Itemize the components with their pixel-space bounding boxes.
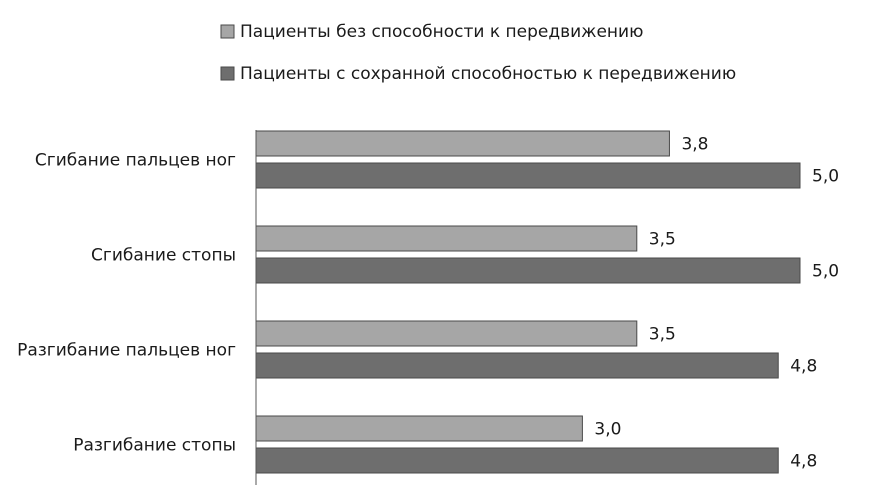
category-label: Разгибание пальцев ног [17,341,236,361]
bar-series-1 [255,130,670,157]
data-label: 3,5 [649,230,676,250]
data-label: 4,8 [790,452,817,472]
legend-item-series-2: Пациенты с сохранной способностью к пере… [220,64,736,84]
legend: Пациенты без способности к передвижению … [220,22,736,84]
bar-series-2 [255,352,779,379]
bar-series-2 [255,162,801,189]
data-label: 5,0 [812,262,839,282]
category-label: Сгибание пальцев ног [35,151,236,171]
category-label: Сгибание стопы [91,246,236,266]
data-label: 4,8 [790,357,817,377]
bar-series-2 [255,447,779,474]
category-label: Разгибание стопы [73,436,236,456]
bar-series-1 [255,320,638,347]
plot-area: Сгибание пальцев ног 3,8 5,0 Сгибание стопы… [17,130,839,474]
data-label: 3,5 [649,325,676,345]
data-label: 3,0 [594,420,621,440]
data-label: 3,8 [681,135,708,155]
legend-swatch-series-2 [220,66,235,81]
bar-series-2 [255,257,801,284]
bar-series-1 [255,225,638,252]
legend-item-series-1: Пациенты без способности к передвижению [220,22,643,42]
data-label: 5,0 [812,167,839,187]
bar-series-1 [255,415,583,442]
legend-label-series-1: Пациенты без способности к передвижению [240,22,643,42]
legend-label-series-2: Пациенты с сохранной способностью к пере… [240,64,736,84]
legend-swatch-series-1 [220,24,235,39]
